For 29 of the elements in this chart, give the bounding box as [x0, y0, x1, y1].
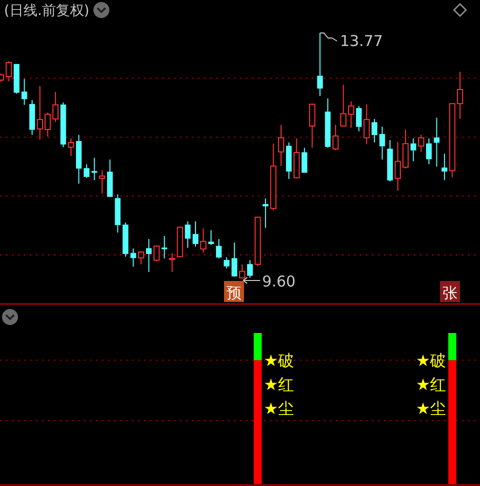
candlestick [92, 157, 98, 181]
annotation: ★破 [416, 351, 446, 370]
candlestick [99, 170, 106, 194]
candlestick [278, 124, 284, 167]
candlestick [364, 104, 370, 145]
candlestick [379, 126, 386, 160]
candlestick [169, 252, 176, 272]
candlestick [29, 100, 35, 136]
annotation: ★尘 [416, 399, 446, 418]
candlestick [21, 78, 28, 106]
candlestick [146, 238, 152, 272]
candlestick [410, 138, 416, 162]
annotation: 13.77 [340, 32, 383, 50]
text: 张 [442, 284, 458, 302]
candlestick [442, 153, 448, 181]
candlestick [76, 134, 82, 184]
annotation: ★红 [416, 375, 446, 394]
chart-title: (日线.前复权) [4, 3, 90, 19]
candlestick [426, 138, 432, 165]
annotation: ★尘 [264, 399, 294, 418]
candlestick [317, 32, 323, 96]
candlestick [162, 236, 168, 259]
candlestick [130, 248, 136, 268]
candlestick [262, 198, 268, 228]
annotation: ★红 [264, 375, 294, 394]
text: 预 [226, 284, 242, 302]
annotation: ★破 [264, 351, 294, 370]
candlestick [434, 117, 440, 168]
annotation: 9.60 [262, 272, 296, 290]
